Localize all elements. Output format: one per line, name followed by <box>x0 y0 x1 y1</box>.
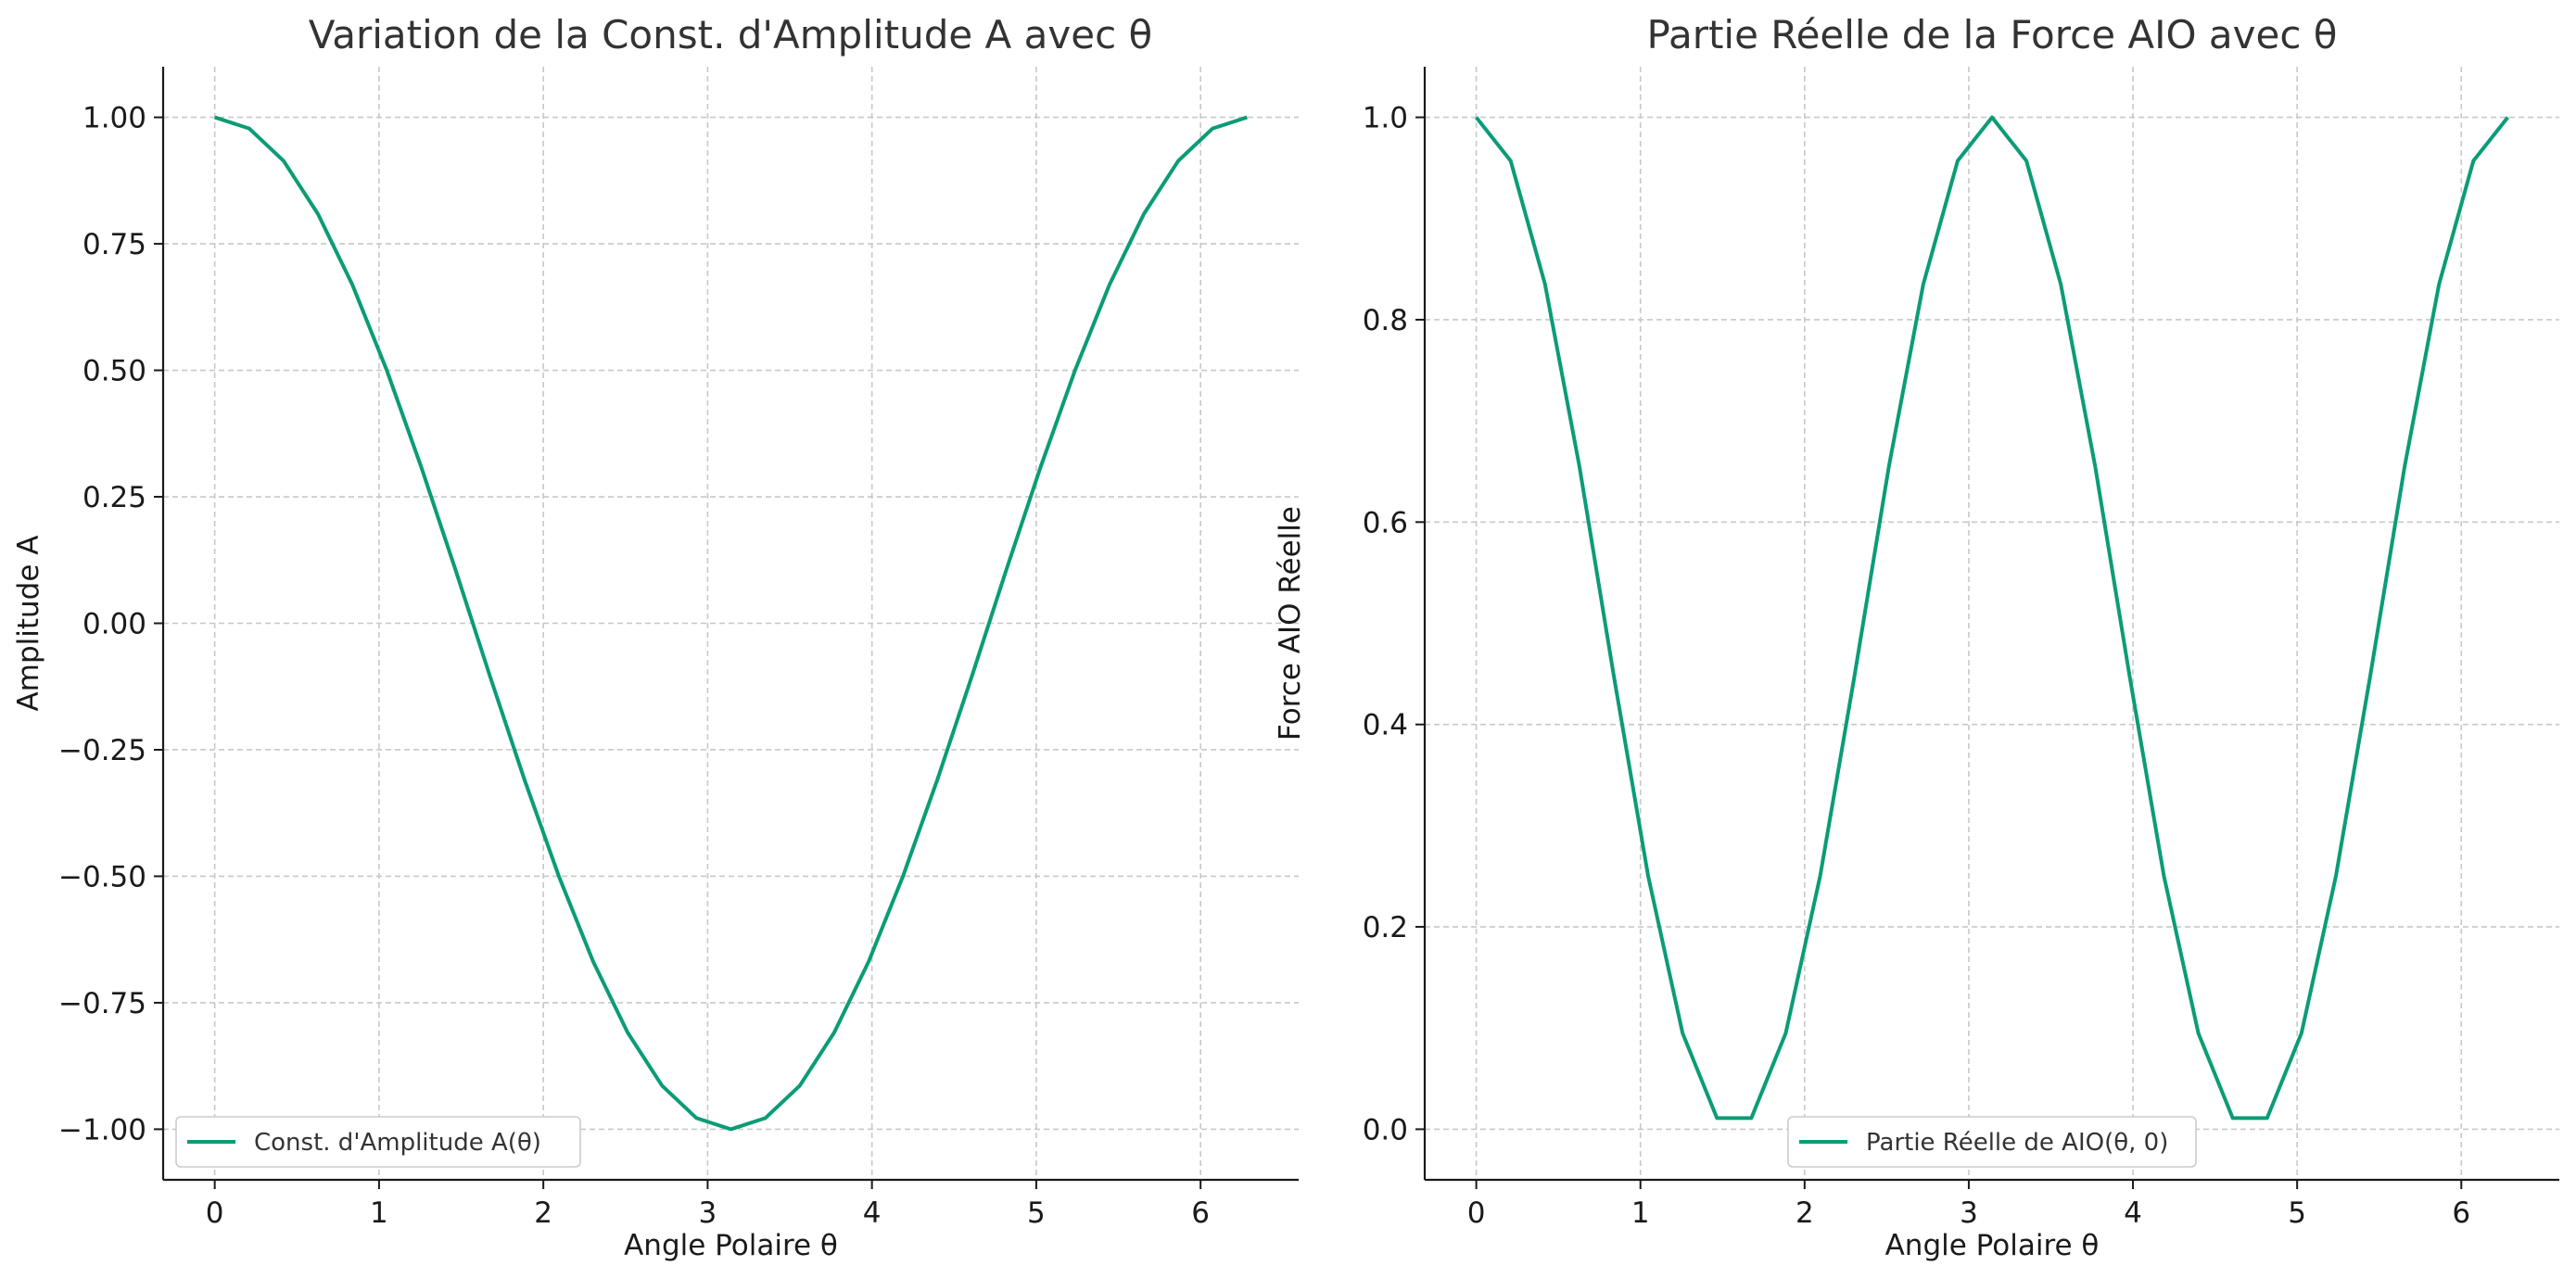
y-tick-label: 0.50 <box>82 355 146 388</box>
chart-panel-amplitude: 0 1 2 3 4 5 6 1.00 0.75 0.50 0.25 0.00 −0.25 −0.50 −0.… <box>12 12 1299 1262</box>
y-axis-label: Force AIO Réelle <box>1274 506 1307 741</box>
x-tick-label: 6 <box>2452 1197 2470 1230</box>
x-tick-label: 5 <box>1027 1197 1046 1230</box>
x-axis-label: Angle Polaire θ <box>624 1229 838 1262</box>
y-tick-label: 0.8 <box>1363 304 1408 337</box>
x-tick-label: 4 <box>863 1197 882 1230</box>
y-tick-label: 1.00 <box>82 102 146 135</box>
x-axis-label: Angle Polaire θ <box>1885 1229 2100 1262</box>
x-tick-label: 0 <box>1467 1197 1486 1230</box>
y-tick-label: 0.75 <box>82 228 146 261</box>
legend: Const. d'Amplitude A(θ) <box>175 1116 581 1168</box>
x-tick-label: 1 <box>1631 1197 1650 1230</box>
chart-title: Partie Réelle de la Force AIO avec θ <box>1647 12 2338 57</box>
x-tick-label: 3 <box>1960 1197 1978 1230</box>
x-tick-label: 1 <box>370 1197 388 1230</box>
y-tick-label: 0.2 <box>1363 911 1408 944</box>
legend-box <box>175 1116 581 1168</box>
legend: Partie Réelle de AIO(θ, 0) <box>1787 1116 2197 1168</box>
y-tick-label: 0.6 <box>1363 506 1408 539</box>
y-tick-label: 0.0 <box>1363 1113 1408 1146</box>
y-tick-label: −0.25 <box>58 734 146 767</box>
grid <box>1425 67 2559 1180</box>
x-tick-label: 2 <box>1796 1197 1814 1230</box>
y-tick-label: 1.0 <box>1363 102 1408 135</box>
x-tick-label: 2 <box>534 1197 552 1230</box>
y-tick-label: −0.50 <box>58 860 146 893</box>
y-tick-label: 0.4 <box>1363 709 1408 742</box>
x-tick-label: 5 <box>2288 1197 2306 1230</box>
chart-title: Variation de la Const. d'Amplitude A ave… <box>309 12 1152 57</box>
legend-label: Partie Réelle de AIO(θ, 0) <box>1866 1129 2168 1157</box>
legend-label: Const. d'Amplitude A(θ) <box>254 1129 541 1157</box>
grid <box>163 67 1299 1180</box>
y-tick-label: 0.00 <box>82 608 146 641</box>
x-tick-label: 6 <box>1191 1197 1210 1230</box>
legend-box <box>1787 1116 2197 1168</box>
series-line <box>214 115 1248 1132</box>
y-tick-label: −0.75 <box>58 987 146 1020</box>
x-tick-label: 3 <box>699 1197 717 1230</box>
chart-panel-force-aio: 0 1 2 3 4 5 6 1.0 0.8 0.6 0.4 0.2 0.0 Partie Réelle d… <box>1274 12 2559 1262</box>
x-tick-label: 4 <box>2124 1197 2142 1230</box>
y-axis-label: Amplitude A <box>12 536 45 712</box>
series-line <box>1475 115 2509 1121</box>
x-tick-label: 0 <box>206 1197 224 1230</box>
y-tick-label: −1.00 <box>58 1113 146 1146</box>
y-tick-label: 0.25 <box>82 481 146 514</box>
